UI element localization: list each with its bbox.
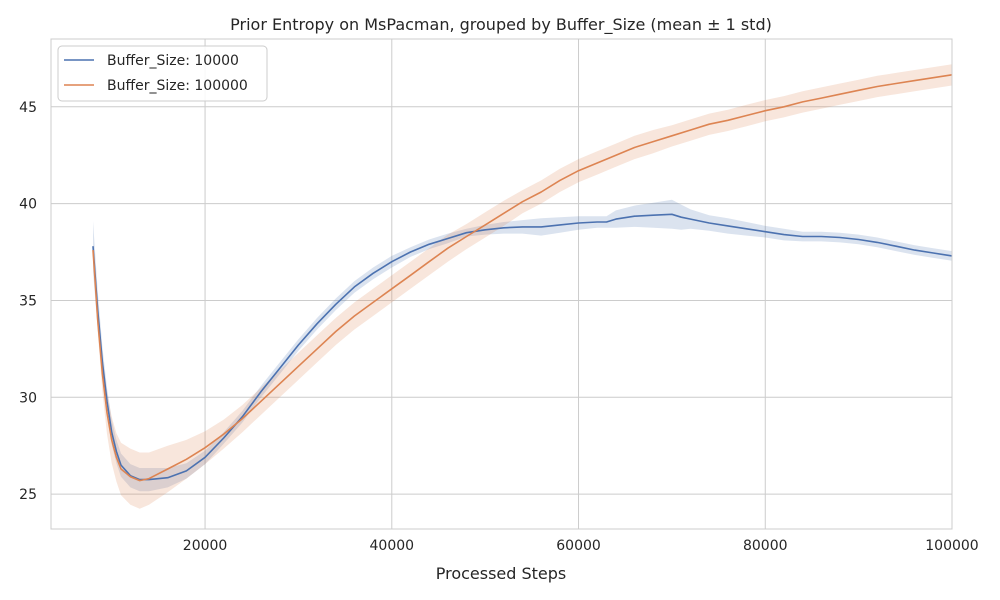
std-bands: [93, 64, 952, 509]
y-tick-label: 25: [19, 487, 37, 503]
grid: [51, 39, 953, 529]
series-line-1: [92, 213, 953, 481]
x-tick-label: 80000: [743, 538, 788, 554]
plot-background: [51, 39, 952, 529]
x-axis-label: Processed Steps: [436, 564, 567, 583]
plot-frame: [50, 38, 953, 530]
x-tick-label: 100000: [925, 538, 978, 554]
x-tick-labels: 20000 40000 60000 80000 100000: [183, 538, 979, 554]
legend-label: Buffer_Size: 100000: [107, 78, 248, 94]
x-tick-label: 20000: [183, 538, 228, 554]
y-tick-label: 45: [19, 100, 37, 116]
chart-title: Prior Entropy on MsPacman, grouped by Bu…: [230, 15, 772, 35]
y-tick-label: 40: [19, 197, 37, 213]
legend-box: [57, 45, 268, 102]
series-lines: [92, 74, 953, 482]
y-tick-label: 30: [19, 390, 37, 406]
std-band-2: [93, 64, 952, 509]
x-tick-label: 40000: [370, 538, 415, 554]
y-tick-labels: 25 30 35 40 45: [19, 100, 37, 503]
y-tick-label: 35: [19, 293, 37, 309]
legend: Buffer_Size: 10000 Buffer_Size: 100000: [57, 45, 268, 102]
x-tick-label: 60000: [556, 538, 601, 554]
series-line-2: [92, 74, 953, 482]
legend-label: Buffer_Size: 10000: [107, 53, 239, 69]
